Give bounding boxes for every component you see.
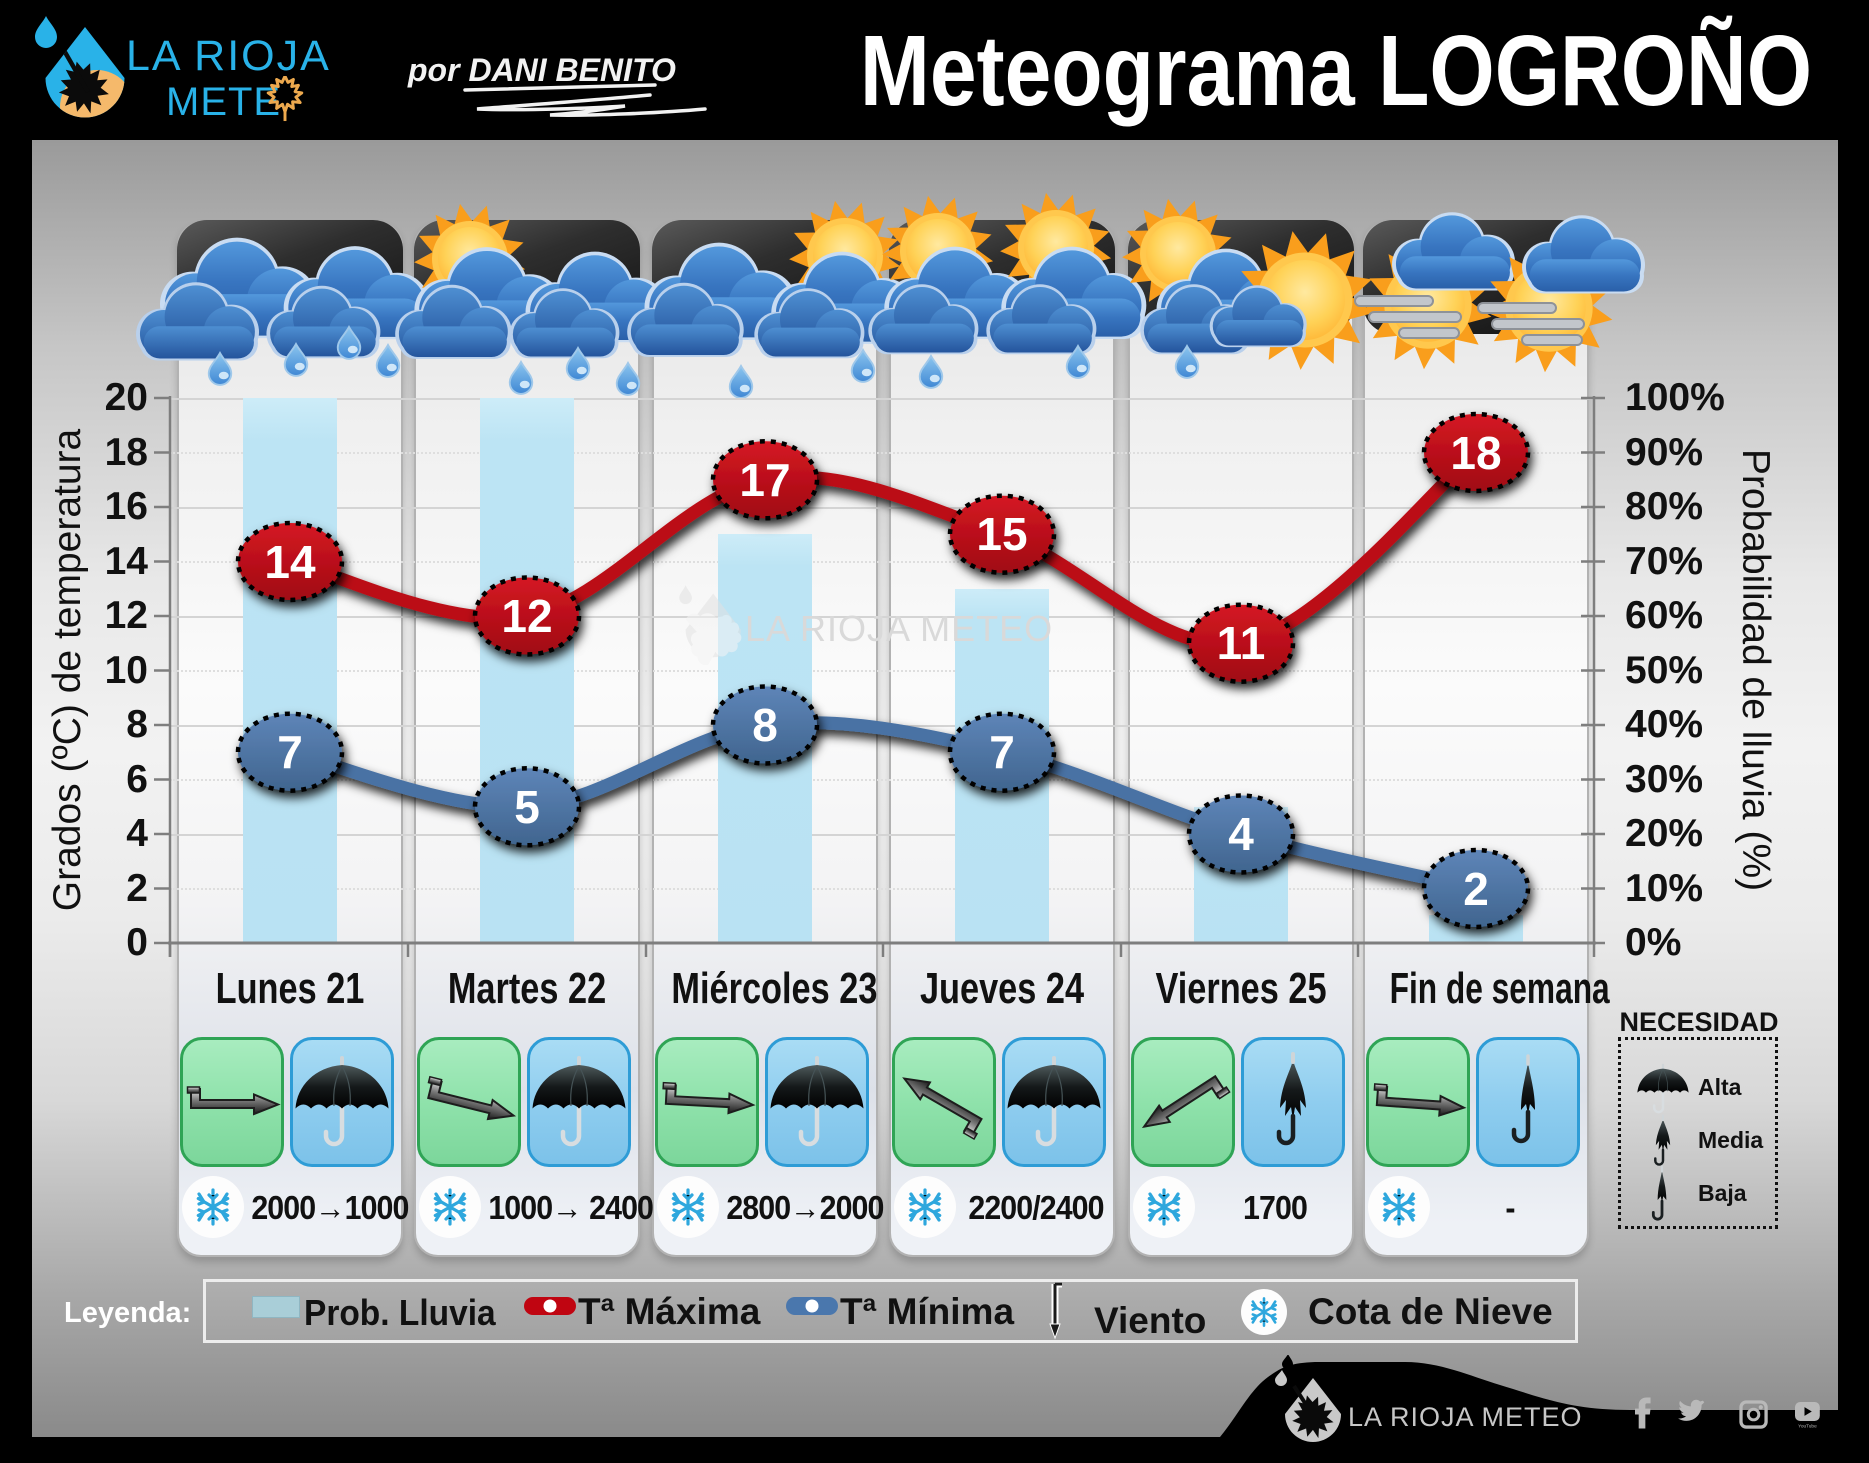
svg-text:18: 18 xyxy=(1450,427,1501,479)
svg-text:15: 15 xyxy=(976,508,1027,560)
svg-text:5: 5 xyxy=(514,781,540,833)
svg-text:YouTube: YouTube xyxy=(1798,1424,1817,1430)
svg-text:11: 11 xyxy=(1217,617,1266,669)
svg-text:17: 17 xyxy=(739,454,790,506)
svg-text:14: 14 xyxy=(264,536,316,588)
svg-text:4: 4 xyxy=(1228,808,1254,860)
svg-text:7: 7 xyxy=(277,726,303,778)
svg-text:8: 8 xyxy=(752,699,778,751)
svg-text:12: 12 xyxy=(501,590,552,642)
svg-text:2: 2 xyxy=(1463,863,1489,915)
svg-text:7: 7 xyxy=(989,726,1015,778)
